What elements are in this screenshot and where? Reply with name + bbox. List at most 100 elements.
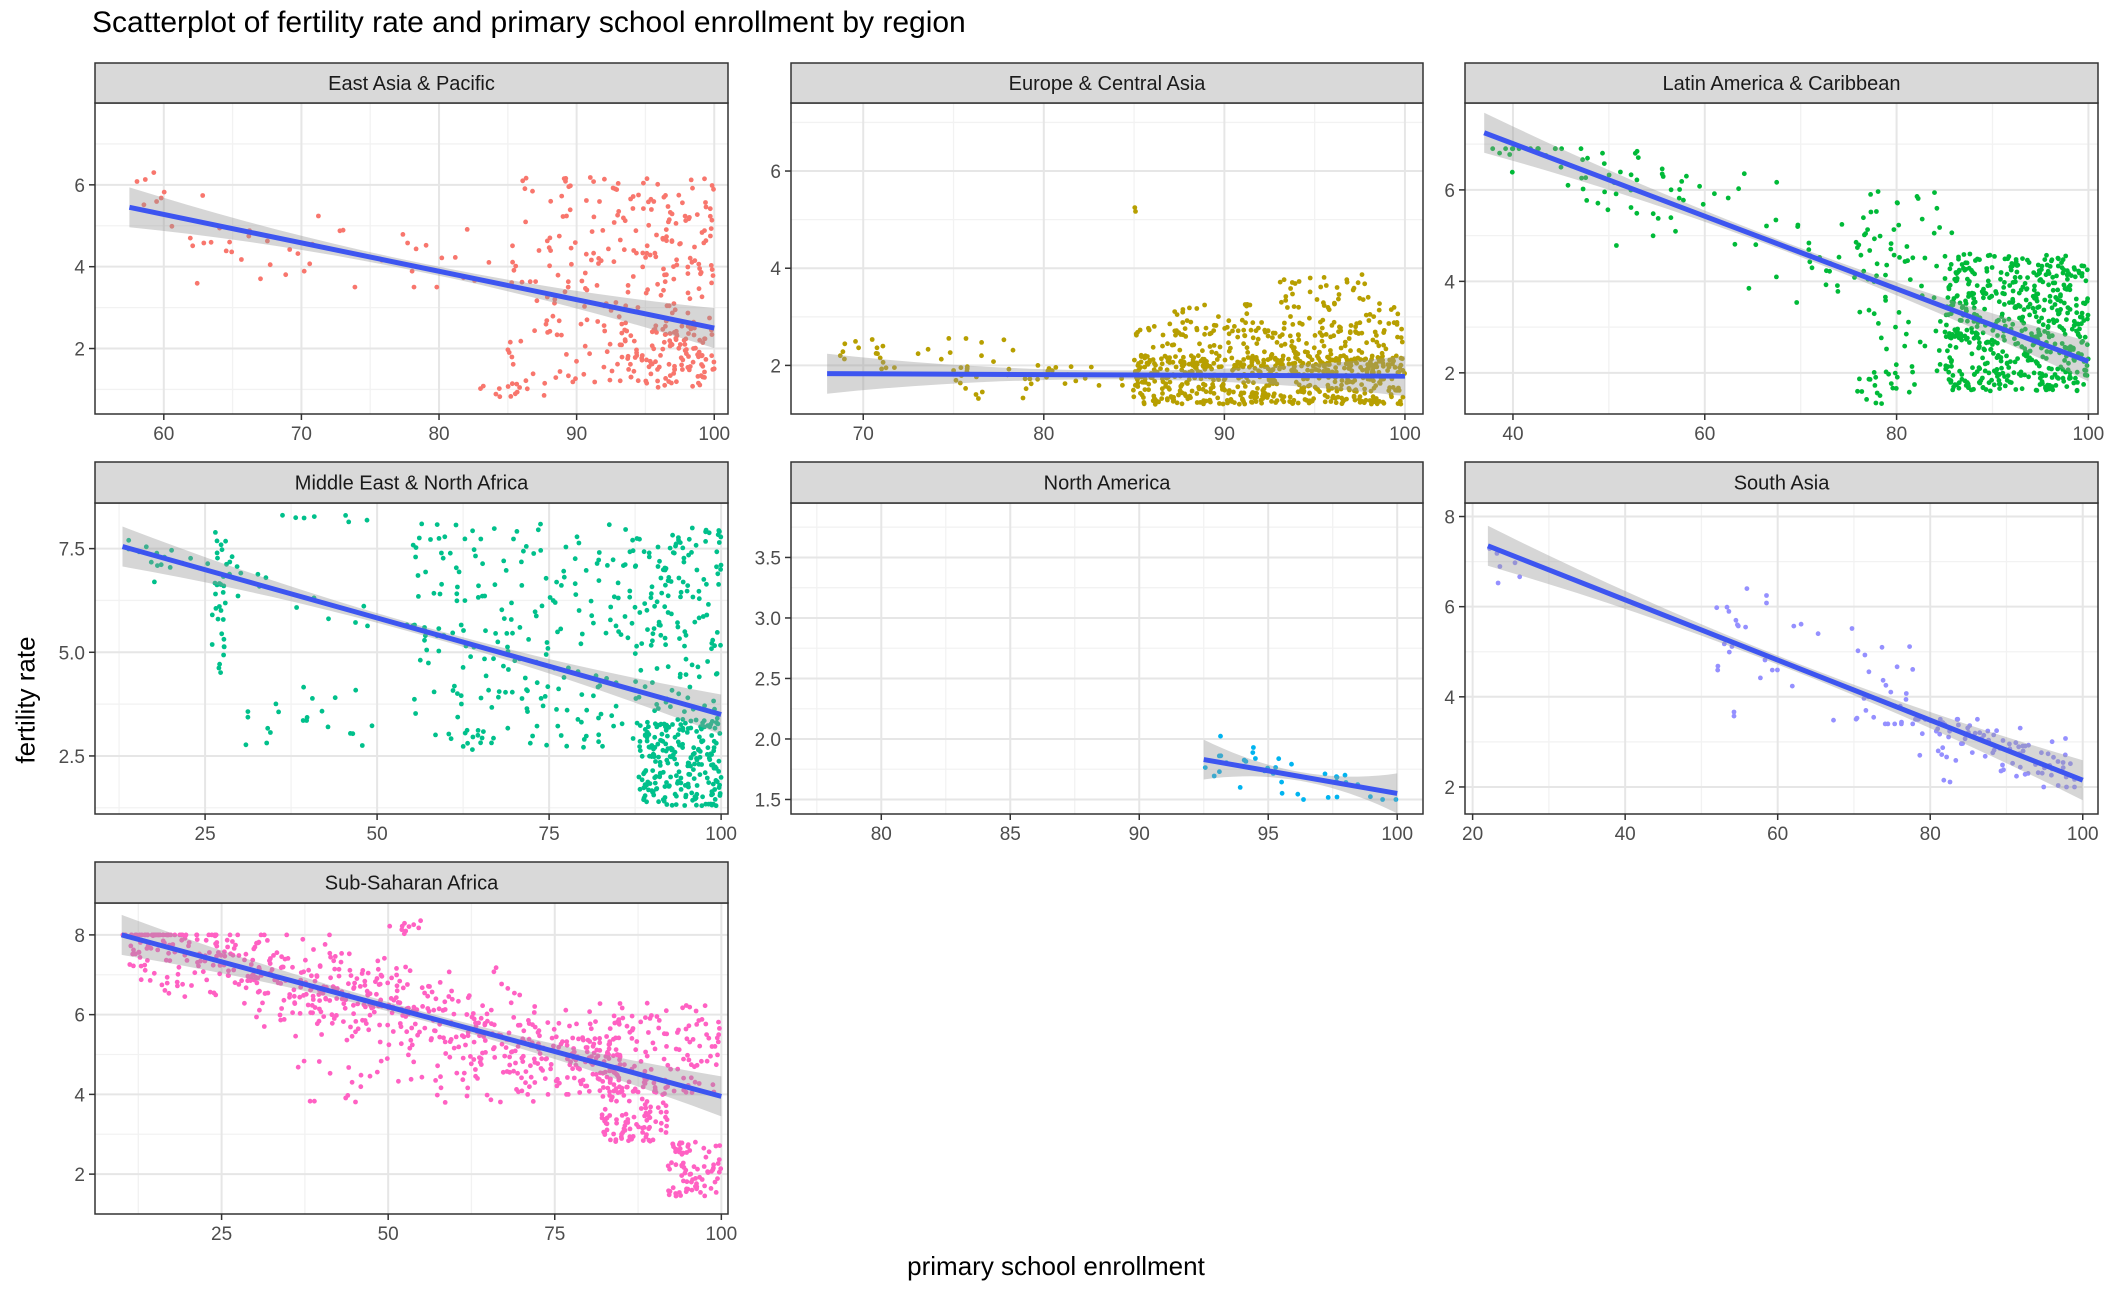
data-point [442, 1100, 448, 1105]
data-point [1241, 357, 1247, 362]
data-point [528, 1063, 533, 1069]
data-point [608, 604, 614, 610]
data-point [1583, 175, 1589, 181]
data-point [679, 1173, 685, 1178]
data-point [465, 740, 470, 746]
data-point [938, 356, 944, 362]
data-point [162, 988, 168, 993]
data-point [1510, 146, 1516, 152]
facet-strip-label: Middle East & North Africa [295, 473, 529, 495]
data-point [700, 738, 706, 744]
data-point [1977, 366, 1983, 372]
data-point [2016, 290, 2022, 296]
data-point [596, 578, 602, 583]
data-point [1216, 314, 1221, 319]
data-point [1201, 381, 1206, 387]
data-point [662, 382, 668, 388]
data-point [151, 170, 157, 176]
data-point [480, 383, 486, 389]
data-point [1200, 348, 1205, 354]
data-point [264, 740, 270, 746]
data-point [2000, 738, 2006, 743]
data-point [621, 1093, 627, 1098]
data-point [424, 647, 430, 653]
data-point [443, 1051, 449, 1056]
data-point [1049, 368, 1055, 374]
data-point [702, 1003, 708, 1009]
data-point [1580, 157, 1585, 163]
data-point [176, 964, 182, 970]
data-point [680, 717, 686, 722]
data-point [223, 538, 229, 544]
data-point [716, 582, 721, 587]
data-point [2084, 363, 2090, 368]
data-point [2010, 760, 2015, 766]
data-point [718, 642, 723, 648]
data-point [1907, 277, 1913, 282]
data-point [1888, 381, 1894, 386]
data-point [1179, 390, 1185, 396]
data-point [175, 971, 181, 977]
data-point [656, 1018, 662, 1023]
data-point [1197, 341, 1202, 347]
data-point [429, 989, 435, 995]
data-point [1371, 385, 1377, 391]
data-point [1982, 368, 1988, 374]
data-point [683, 1026, 689, 1032]
data-point [615, 181, 621, 186]
x-tick-label: 100 [2073, 424, 2105, 445]
data-point [1196, 384, 1202, 390]
data-point [1874, 390, 1880, 396]
data-point [1276, 756, 1282, 762]
data-point [1559, 146, 1564, 152]
x-tick-label: 100 [1389, 424, 1421, 445]
data-point [646, 1113, 651, 1119]
data-point [642, 793, 648, 799]
data-point [526, 1021, 532, 1026]
data-point [651, 792, 657, 798]
data-point [353, 687, 359, 693]
data-point [679, 362, 684, 368]
data-point [218, 542, 224, 548]
data-point [638, 1019, 644, 1025]
data-point [1230, 367, 1235, 373]
data-point [126, 537, 132, 543]
data-point [991, 359, 996, 364]
data-point [689, 662, 695, 668]
data-point [1863, 708, 1869, 713]
data-point [1237, 785, 1243, 790]
data-point [709, 646, 714, 652]
data-point [353, 1099, 358, 1105]
data-point [2015, 356, 2020, 361]
data-point [488, 1007, 494, 1013]
data-point [674, 793, 679, 799]
data-point [539, 603, 545, 609]
data-point [655, 1105, 661, 1110]
data-point [280, 512, 285, 518]
data-point [1668, 187, 1674, 193]
data-point [2049, 739, 2055, 745]
data-point [701, 1164, 707, 1169]
data-point [418, 918, 423, 924]
data-point [665, 204, 671, 209]
data-point [456, 569, 462, 575]
data-point [1955, 326, 1960, 332]
data-point [1950, 373, 1956, 378]
x-tick-label: 80 [428, 424, 449, 445]
data-point [608, 617, 613, 623]
data-point [1764, 593, 1769, 598]
data-point [946, 336, 952, 341]
data-point [1985, 278, 1991, 284]
data-point [1888, 246, 1894, 252]
data-point [2013, 740, 2019, 746]
data-point [507, 1062, 513, 1068]
data-point [636, 192, 641, 198]
data-point [604, 1034, 609, 1039]
data-point [480, 593, 485, 599]
data-point [1934, 263, 1939, 269]
data-point [476, 1020, 481, 1026]
data-point [716, 528, 722, 533]
data-point [654, 232, 659, 238]
data-point [853, 339, 858, 344]
data-point [1965, 318, 1970, 324]
